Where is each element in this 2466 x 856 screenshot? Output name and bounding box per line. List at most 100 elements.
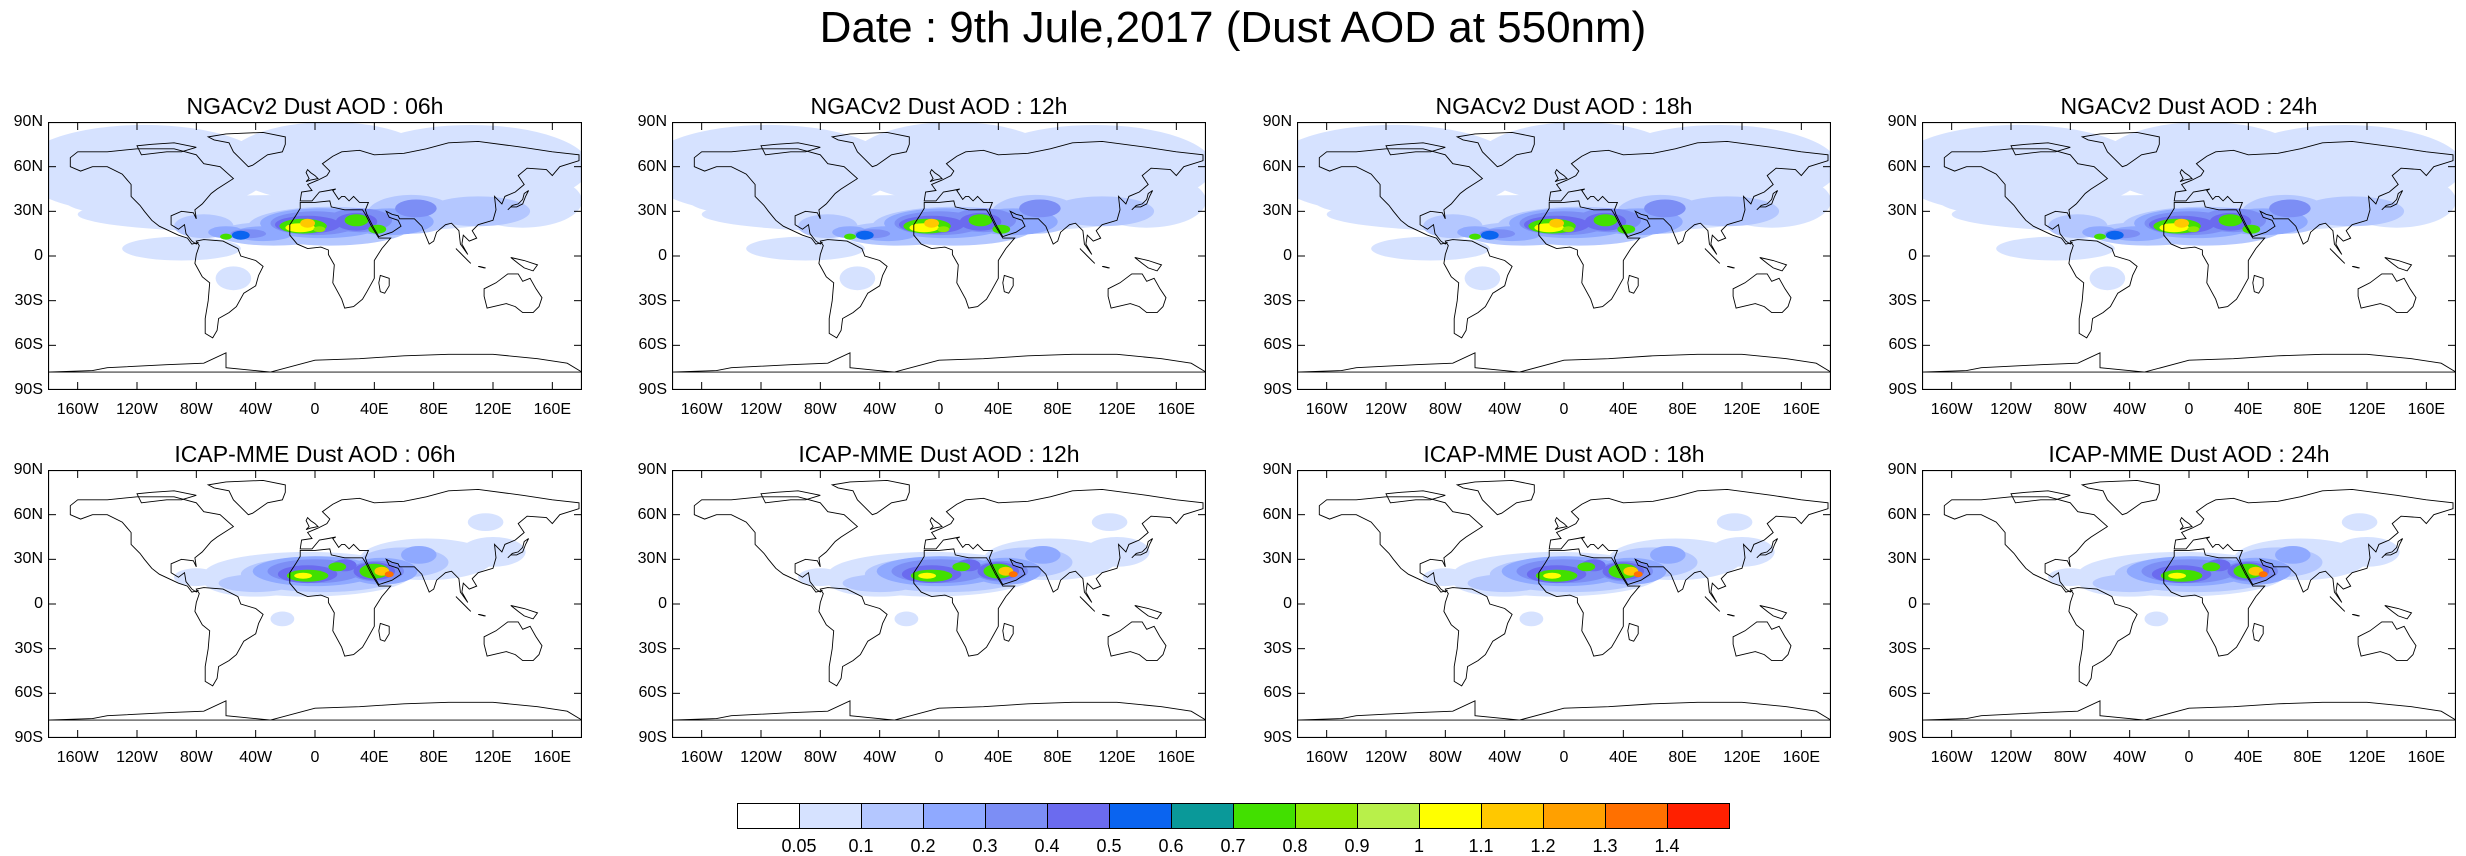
colorbar-swatch: [1481, 803, 1544, 829]
coastline: [455, 248, 472, 264]
coastline: [1554, 168, 1568, 183]
aod-plume: [1644, 199, 1686, 218]
colorbar-swatch: [1543, 803, 1606, 829]
aod-plume: [62, 181, 123, 212]
panel-title: ICAP-MME Dust AOD : 18h: [1423, 441, 1705, 467]
aod-plume: [1709, 537, 1775, 567]
coastline: [2163, 548, 2266, 657]
figure-title: Date : 9th Jule,2017 (Dust AOD at 550nm): [819, 3, 1647, 52]
lon-tick-label: 160W: [1930, 749, 1973, 766]
lat-tick-label: 30N: [1262, 550, 1292, 568]
coastline: [2179, 168, 2193, 183]
coastline: [2080, 131, 2160, 168]
colorbar-swatch: [861, 803, 924, 829]
lat-tick-label: 90S: [1888, 381, 1917, 398]
lat-tick-label: 0: [1283, 595, 1292, 612]
coastline: [2163, 200, 2266, 309]
aod-colorbar: 0.05 0.1 0.2 0.3 0.4 0.5 0.6 0.7 0.8 0.9 1 1.1 1.2 1.…: [737, 803, 1730, 855]
coastline: [2068, 239, 2138, 339]
aod-plume: [746, 236, 865, 261]
aod-plume: [1311, 181, 1372, 212]
lat-tick-label: 60S: [1888, 336, 1917, 354]
lon-tick-label: 40W: [2113, 749, 2147, 766]
lon-tick-label: 0: [2184, 749, 2194, 766]
coastline: [2329, 596, 2346, 612]
lon-tick-label: 160W: [56, 401, 99, 418]
colorbar-swatch: [1109, 803, 1172, 829]
lat-tick-label: 90N: [1887, 113, 1917, 130]
coastline: [2179, 516, 2193, 531]
lat-tick-label: 60S: [14, 684, 43, 702]
lat-tick-label: 60N: [1887, 157, 1917, 175]
coastline: [1443, 587, 1513, 687]
colorbar-swatch: [923, 803, 986, 829]
aod-plume: [2341, 513, 2378, 531]
lon-tick-label: 80W: [179, 401, 213, 418]
lat-tick-label: 90S: [1263, 381, 1292, 398]
lon-tick-label: 80E: [419, 749, 448, 766]
aod-plume: [686, 181, 747, 212]
aod-plume: [1091, 513, 1128, 531]
dust-aod-map: [672, 470, 1206, 738]
coastline: [206, 131, 286, 168]
lat-tick-label: 90S: [1888, 729, 1917, 746]
lon-tick-label: 40W: [2113, 401, 2147, 418]
colorbar-label: 1.1: [1468, 836, 1494, 856]
lat-tick-label: 90N: [13, 461, 43, 478]
map-panel: NGACv2 Dust AOD : 18h 90N 60N 30N 0 30S 60S 90S…: [1263, 95, 1831, 418]
coastline: [305, 168, 319, 183]
aod-plume: [1519, 611, 1544, 627]
coastline: [299, 140, 580, 255]
lat-tick-label: 30S: [14, 291, 43, 309]
lon-tick-label: 80W: [803, 401, 837, 418]
lon-tick-label: 120E: [1098, 401, 1136, 418]
coastline: [2384, 605, 2413, 620]
coastline: [1002, 622, 1014, 642]
lon-tick-label: 160W: [680, 749, 723, 766]
aod-plume: [1469, 233, 1481, 240]
coastline: [510, 257, 539, 272]
coastline: [206, 479, 286, 516]
coastline: [1079, 596, 1096, 612]
lon-tick-label: 160E: [1782, 401, 1821, 418]
coastline: [760, 490, 821, 504]
aod-plume: [2202, 562, 2221, 572]
lon-tick-label: 40E: [360, 401, 389, 418]
colorbar-swatch: [1667, 803, 1730, 829]
lat-tick-label: 90S: [1263, 729, 1292, 746]
aod-plume: [401, 546, 437, 564]
map-panel: NGACv2 Dust AOD : 06h 90N 60N 30N 0 30S 60S 90S…: [14, 95, 582, 418]
coastline: [1943, 496, 2109, 593]
coastline: [1732, 621, 1792, 662]
coastline: [1134, 605, 1163, 620]
aod-plume: [1716, 513, 1753, 531]
lon-tick-label: 160E: [2407, 401, 2446, 418]
coastline: [299, 488, 580, 603]
lon-tick-label: 0: [934, 749, 944, 766]
lon-tick-label: 0: [310, 749, 320, 766]
colorbar-label: 1.4: [1654, 836, 1680, 856]
aod-plume: [798, 568, 843, 587]
lat-tick-label: 30N: [13, 550, 43, 568]
colorbar-label: 0.9: [1344, 836, 1370, 856]
lat-tick-label: 30N: [637, 550, 667, 568]
lon-tick-label: 80E: [2293, 401, 2322, 418]
colorbar-swatch: [799, 803, 862, 829]
coastline: [136, 142, 197, 156]
coastline: [1727, 265, 1735, 269]
lat-tick-label: 60S: [638, 336, 667, 354]
panel-title: NGACv2 Dust AOD : 06h: [186, 93, 444, 119]
lat-tick-label: 30S: [638, 639, 667, 657]
coastline: [818, 239, 888, 339]
lat-tick-label: 30S: [1888, 639, 1917, 657]
aod-plume: [174, 568, 219, 587]
lon-tick-label: 40W: [239, 401, 273, 418]
aod-plume: [1423, 568, 1468, 587]
lon-tick-label: 160E: [1782, 749, 1821, 766]
aod-plume: [122, 236, 241, 261]
aod-plume: [1543, 572, 1561, 579]
aod-plume: [2300, 196, 2405, 227]
coastline: [1131, 190, 1154, 211]
lon-tick-label: 80E: [1043, 401, 1072, 418]
coastline: [913, 200, 1016, 309]
